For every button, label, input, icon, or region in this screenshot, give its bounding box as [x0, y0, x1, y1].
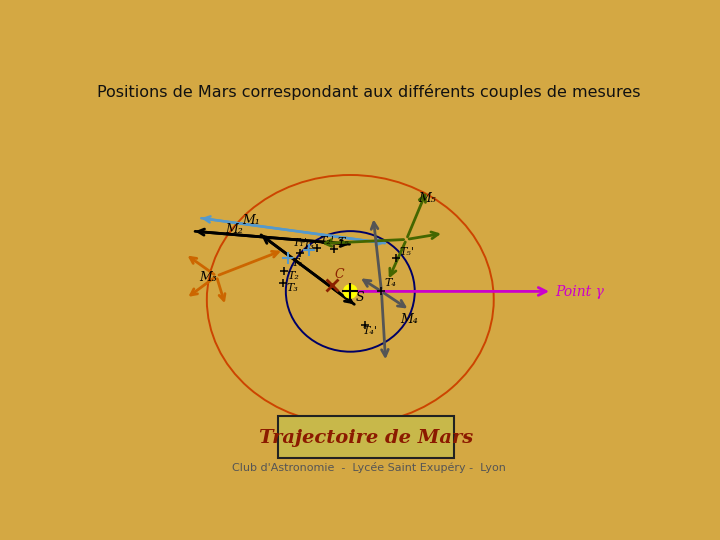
Text: T₂: T₂: [287, 271, 299, 281]
Text: M₄: M₄: [400, 313, 418, 326]
Text: S: S: [355, 291, 364, 303]
Text: T₁': T₁': [293, 238, 307, 248]
Text: C: C: [335, 268, 345, 281]
Text: Trajectoire de Mars: Trajectoire de Mars: [259, 429, 473, 447]
Text: T₃: T₃: [287, 284, 298, 293]
FancyBboxPatch shape: [277, 416, 454, 458]
Text: T₄': T₄': [363, 326, 377, 336]
Text: M₃: M₃: [199, 271, 217, 284]
Text: T₄: T₄: [384, 279, 396, 288]
Text: T₂': T₂': [319, 237, 334, 246]
Text: M₂: M₂: [225, 223, 243, 236]
Text: T₅: T₅: [337, 237, 349, 247]
Text: M₁: M₁: [242, 214, 260, 227]
Text: T₃': T₃': [302, 241, 318, 252]
Text: Point γ: Point γ: [555, 286, 604, 299]
Text: T₅': T₅': [400, 247, 414, 257]
Text: T₁: T₁: [292, 259, 303, 268]
Text: Club d'Astronomie  -  Lycée Saint Exupéry -  Lyon: Club d'Astronomie - Lycée Saint Exupéry…: [232, 462, 506, 473]
Text: Positions de Mars correspondant aux différents couples de mesures: Positions de Mars correspondant aux diff…: [97, 84, 641, 99]
Text: M₅: M₅: [418, 192, 436, 205]
Circle shape: [343, 285, 357, 298]
